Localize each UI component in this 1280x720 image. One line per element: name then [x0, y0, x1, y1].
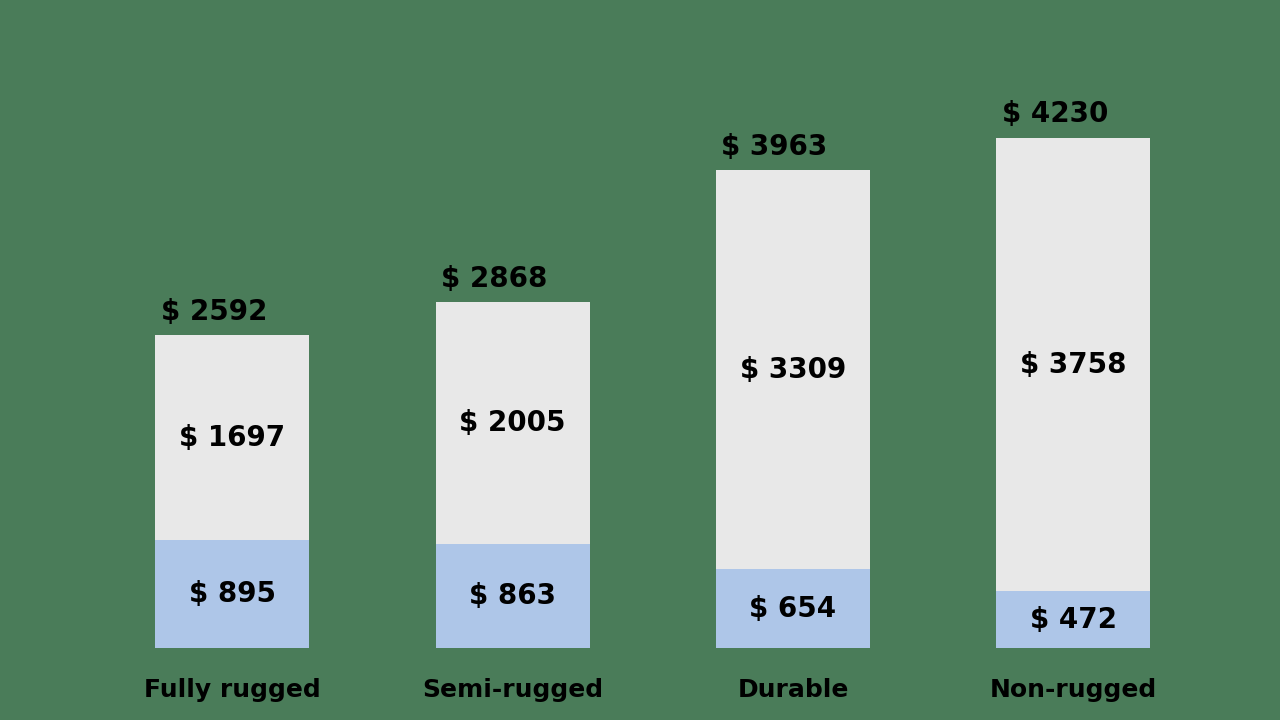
- Text: $ 863: $ 863: [468, 582, 556, 610]
- Bar: [435, 544, 590, 648]
- Text: Semi-rugged: Semi-rugged: [422, 678, 603, 702]
- Bar: [435, 302, 590, 544]
- Text: Durable: Durable: [737, 678, 849, 702]
- Text: $ 2592: $ 2592: [161, 298, 268, 326]
- Text: $ 654: $ 654: [749, 595, 837, 623]
- Text: $ 3758: $ 3758: [1020, 351, 1126, 379]
- Bar: [996, 138, 1151, 591]
- Text: $ 3309: $ 3309: [740, 356, 846, 384]
- Bar: [155, 540, 310, 648]
- Bar: [716, 569, 870, 648]
- Text: $ 4230: $ 4230: [1002, 100, 1108, 128]
- Bar: [155, 336, 310, 540]
- Text: $ 472: $ 472: [1030, 606, 1117, 634]
- Text: $ 3963: $ 3963: [722, 132, 828, 161]
- Bar: [996, 591, 1151, 648]
- Text: Non-rugged: Non-rugged: [989, 678, 1157, 702]
- Text: Fully rugged: Fully rugged: [143, 678, 320, 702]
- Text: $ 2005: $ 2005: [460, 409, 566, 437]
- Text: $ 895: $ 895: [188, 580, 275, 608]
- Bar: [716, 170, 870, 569]
- Text: $ 2868: $ 2868: [442, 264, 548, 292]
- Text: $ 1697: $ 1697: [179, 424, 285, 451]
